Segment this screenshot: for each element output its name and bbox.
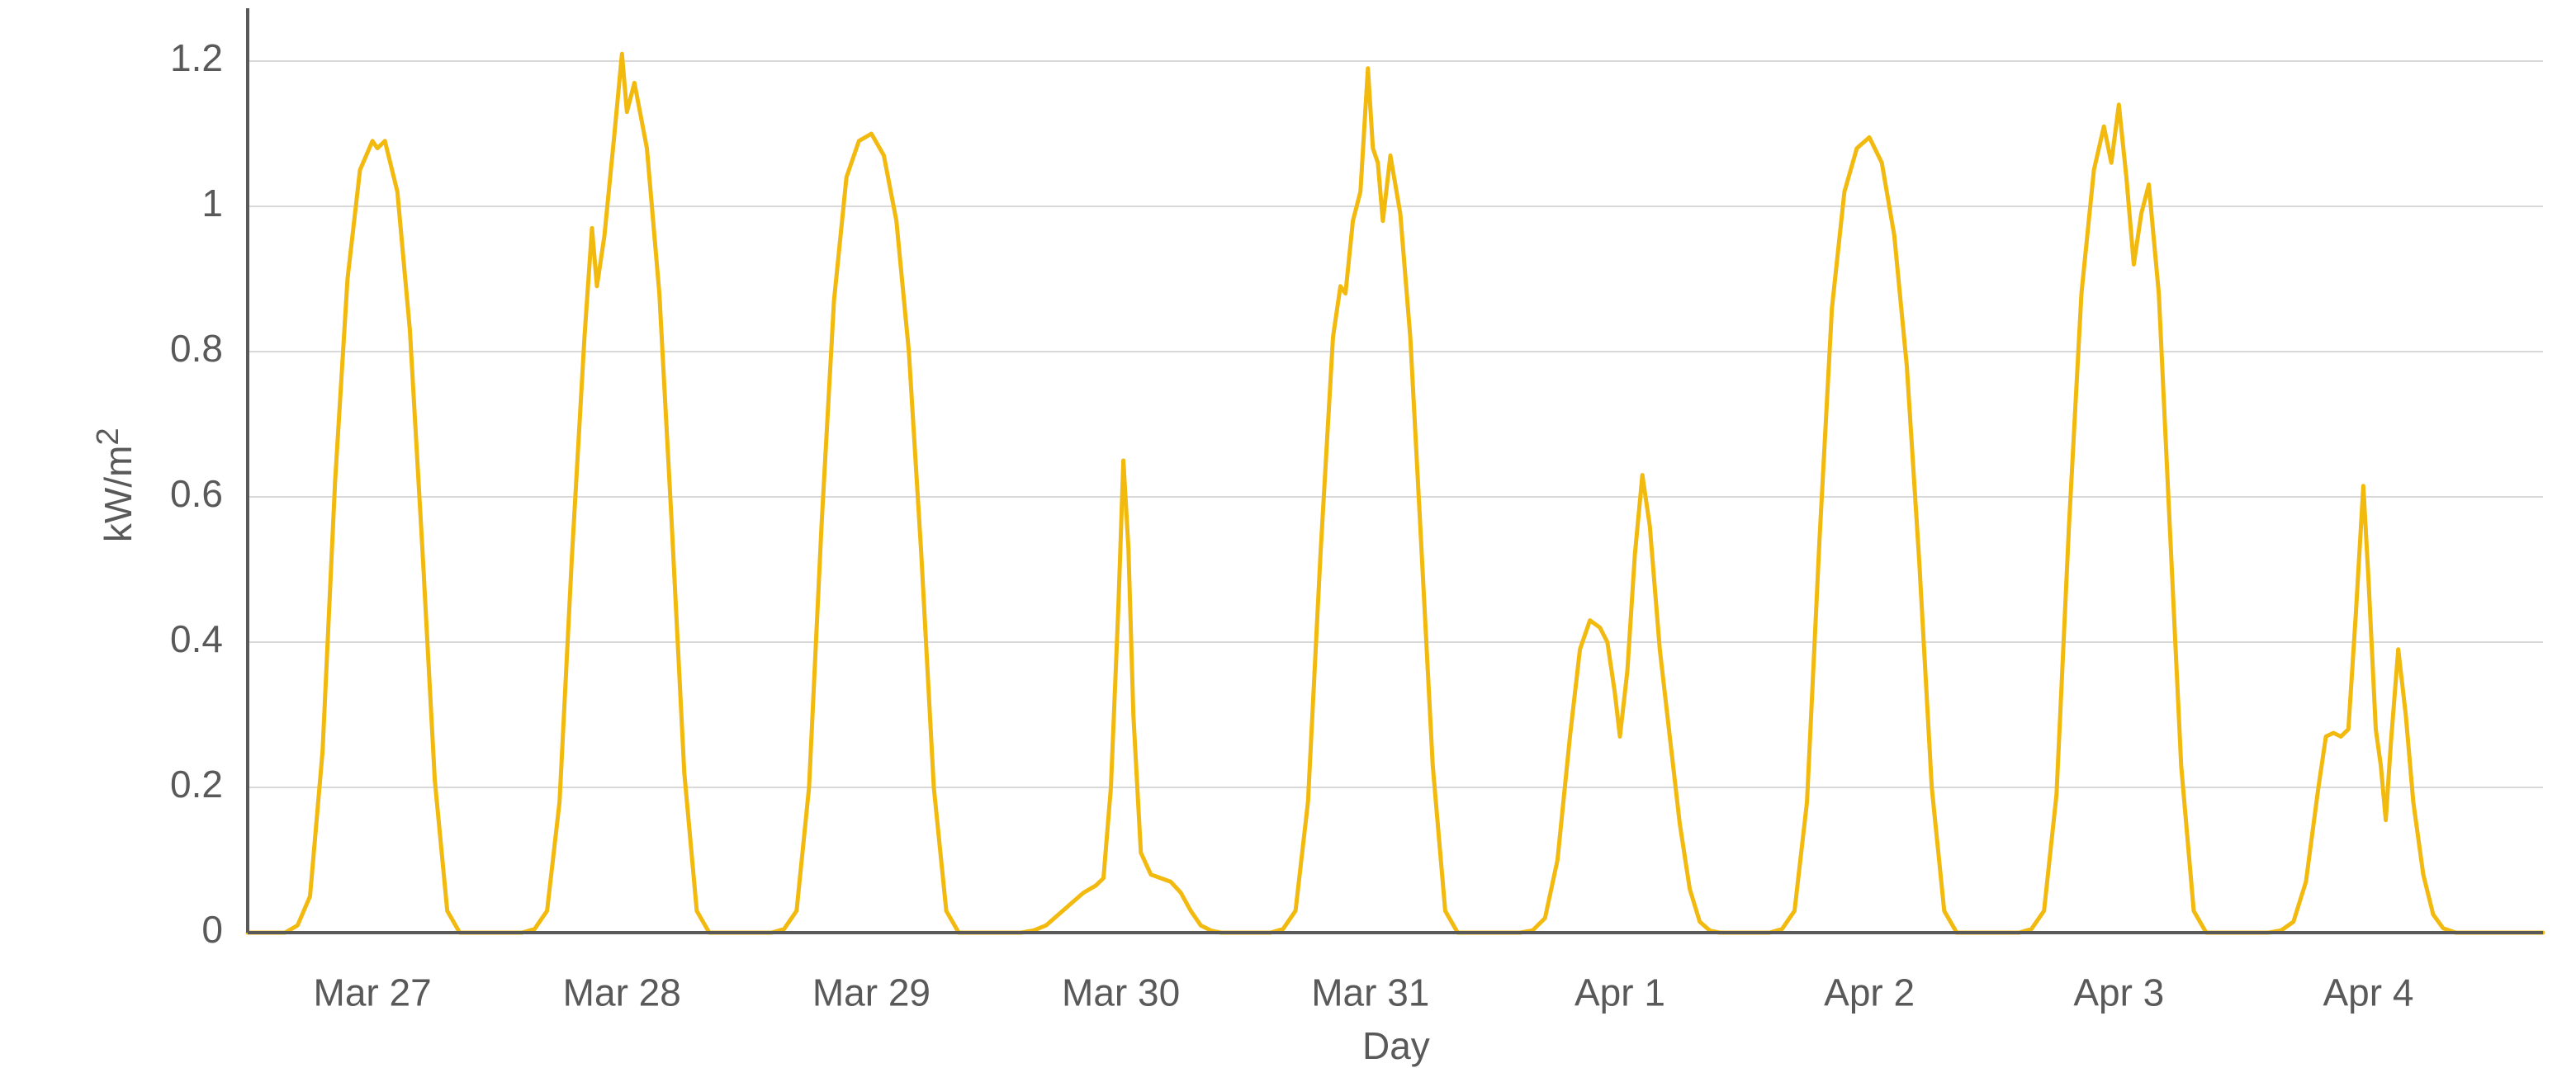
series-irradiance bbox=[248, 54, 2543, 933]
y-tick-label: 1.2 bbox=[170, 36, 223, 79]
x-axis-label: Day bbox=[1362, 1023, 1430, 1068]
x-tick-label: Apr 1 bbox=[1574, 971, 1665, 1014]
x-tick-label: Mar 30 bbox=[1062, 971, 1180, 1014]
chart-svg: 0 0.2 0.4 0.6 0.8 1 1.2 Mar 27 Mar 28 Mar 29 Mar 3… bbox=[0, 0, 2576, 1065]
y-tick-label: 0.6 bbox=[170, 472, 223, 515]
x-tick-label: Apr 2 bbox=[1824, 971, 1915, 1014]
x-tick-label: Mar 27 bbox=[314, 971, 432, 1014]
y-tick-label: 0.8 bbox=[170, 327, 223, 370]
y-tick-label: 0.4 bbox=[170, 617, 223, 660]
y-tick-label: 1 bbox=[201, 182, 223, 224]
x-tick-label: Apr 4 bbox=[2323, 971, 2414, 1014]
irradiance-chart: 0 0.2 0.4 0.6 0.8 1 1.2 Mar 27 Mar 28 Mar 29 Mar 3… bbox=[0, 0, 2576, 1065]
y-tick-label: 0.2 bbox=[170, 763, 223, 806]
y-tick-label: 0 bbox=[201, 908, 223, 951]
x-tick-label: Mar 31 bbox=[1311, 971, 1429, 1014]
x-tick-label: Apr 3 bbox=[2073, 971, 2164, 1014]
y-axis-label: kW/m2 bbox=[90, 428, 140, 542]
x-tick-label: Mar 29 bbox=[812, 971, 930, 1014]
x-tick-label: Mar 28 bbox=[563, 971, 681, 1014]
